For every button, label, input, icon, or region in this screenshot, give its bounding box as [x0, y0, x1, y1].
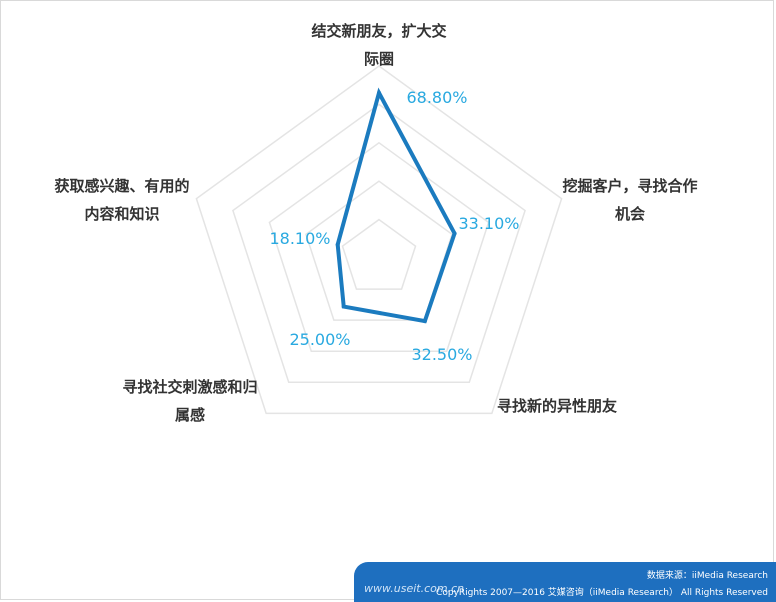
series-point — [377, 90, 381, 95]
grid-ring — [341, 218, 417, 290]
grid-ring — [268, 141, 490, 352]
copyright: CopyRights 2007—2016 艾媒咨询（iiMedia Resear… — [436, 588, 768, 598]
series-point — [422, 319, 427, 324]
grid-ring — [195, 65, 563, 415]
footer-bar: 数据来源：iiMedia Research www.useit.com.cn C… — [354, 562, 776, 602]
value-label: 33.10% — [458, 214, 519, 233]
category-label: 获取感兴趣、有用的内容和知识 — [54, 177, 189, 223]
series-point — [341, 304, 346, 309]
watermark: www.useit.com.cn — [364, 582, 465, 595]
category-label: 寻找新的异性朋友 — [497, 397, 617, 415]
grid-ring — [232, 103, 526, 384]
series-point — [335, 242, 340, 247]
category-label: 寻找社交刺激感和归属感 — [122, 378, 257, 424]
value-label: 68.80% — [406, 88, 467, 107]
category-label: 挖掘客户，寻找合作机会 — [562, 177, 697, 223]
data-source: 数据来源：iiMedia Research — [646, 571, 768, 581]
series-point — [452, 231, 457, 236]
value-label: 25.00% — [289, 330, 350, 349]
value-label: 18.10% — [269, 229, 330, 248]
radar-grid — [195, 65, 563, 415]
radar-series — [335, 87, 457, 324]
value-labels: 68.80% 33.10% 32.50% 25.00% 18.10% — [269, 88, 519, 364]
value-label: 32.50% — [411, 345, 472, 364]
series-line — [335, 87, 457, 324]
category-label: 结交新朋友，扩大交际圈 — [311, 22, 446, 68]
grid-ring — [305, 180, 453, 321]
